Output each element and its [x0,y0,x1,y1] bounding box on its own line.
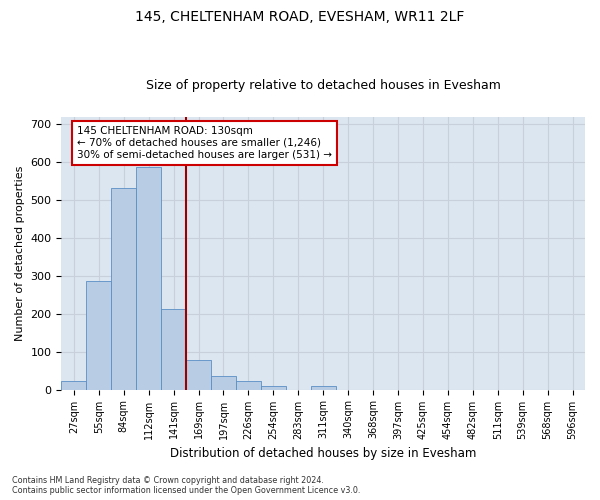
Text: 145, CHELTENHAM ROAD, EVESHAM, WR11 2LF: 145, CHELTENHAM ROAD, EVESHAM, WR11 2LF [136,10,464,24]
Bar [311,386,335,390]
Bar [236,381,261,390]
Bar [111,188,136,390]
Bar [211,376,236,390]
Title: Size of property relative to detached houses in Evesham: Size of property relative to detached ho… [146,79,500,92]
Bar [261,386,286,390]
Bar [161,309,186,390]
Bar [86,281,111,390]
Text: 145 CHELTENHAM ROAD: 130sqm
← 70% of detached houses are smaller (1,246)
30% of : 145 CHELTENHAM ROAD: 130sqm ← 70% of det… [77,126,332,160]
Bar [61,381,86,390]
X-axis label: Distribution of detached houses by size in Evesham: Distribution of detached houses by size … [170,447,476,460]
Bar [186,360,211,390]
Bar [136,167,161,390]
Text: Contains HM Land Registry data © Crown copyright and database right 2024.
Contai: Contains HM Land Registry data © Crown c… [12,476,361,495]
Y-axis label: Number of detached properties: Number of detached properties [15,166,25,341]
